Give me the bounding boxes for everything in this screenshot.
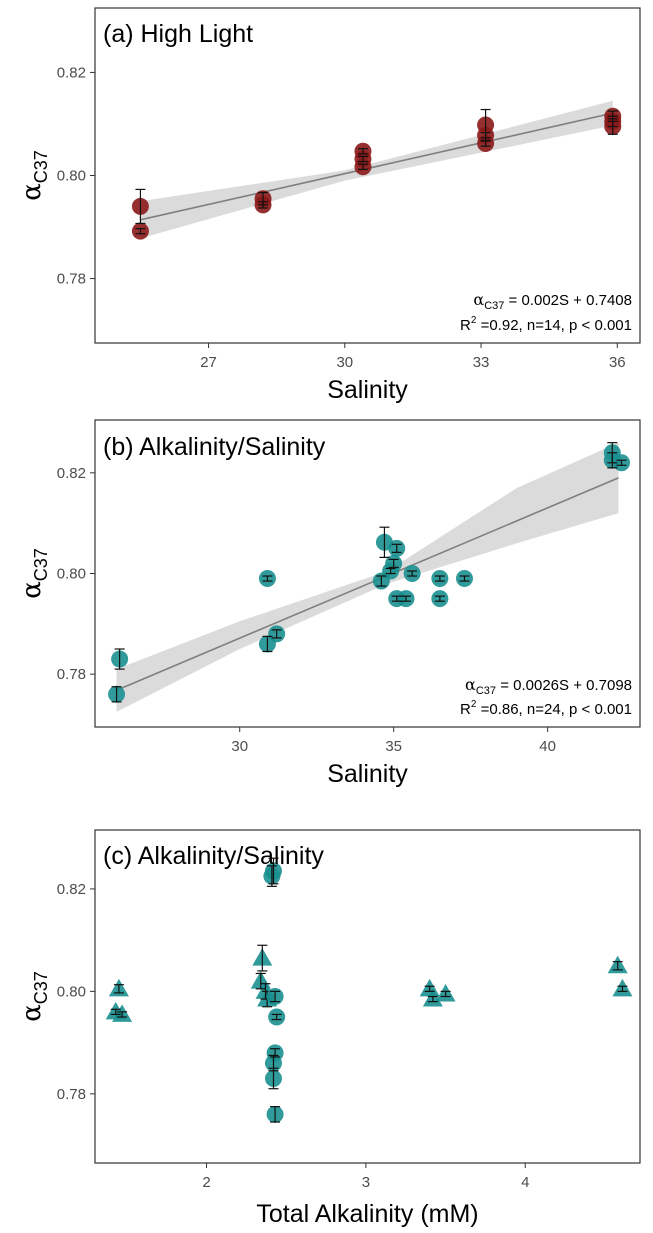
y-tick-label: 0.82 xyxy=(57,465,86,482)
regression-stats: R2 =0.92, n=14, p < 0.001 xyxy=(460,315,632,334)
y-axis-title: αC37 xyxy=(17,548,51,599)
stats-superscript: 2 xyxy=(471,699,477,710)
panel-border xyxy=(94,829,641,1164)
stats-r: R xyxy=(460,701,471,718)
y-axis-symbol: α xyxy=(17,581,47,599)
y-axis-subscript: C37 xyxy=(31,548,51,581)
y-tick-label: 0.78 xyxy=(57,271,86,288)
y-axis-symbol: α xyxy=(17,1004,47,1022)
x-axis-title: Total Alkalinity (mM) xyxy=(256,1200,478,1228)
x-tick-label: 33 xyxy=(473,354,490,371)
regression-line xyxy=(116,477,619,691)
y-axis-title: αC37 xyxy=(17,150,51,201)
regression-stats: R2 =0.86, n=24, p < 0.001 xyxy=(460,699,632,718)
y-tick-label: 0.82 xyxy=(57,64,86,81)
stats-r: R xyxy=(460,317,471,334)
y-tick-label: 0.80 xyxy=(57,566,86,583)
equation-symbol: α xyxy=(473,290,484,309)
equation-body: = 0.0026S + 0.7098 xyxy=(496,677,632,694)
regression-equation: αC37 = 0.002S + 0.7408 xyxy=(473,290,632,312)
x-tick-label: 3 xyxy=(362,1174,370,1191)
regression-line xyxy=(140,112,613,221)
confidence-band xyxy=(140,100,613,239)
y-tick-label: 0.82 xyxy=(57,881,86,898)
y-tick-label: 0.80 xyxy=(57,983,86,1000)
panel-3: 0.78 0.80 0.82 2 3 4 Total Alkalinity (mM) αC37… xyxy=(17,829,641,1228)
x-tick-label: 2 xyxy=(202,1174,210,1191)
x-axis-title: Salinity xyxy=(327,376,408,404)
equation-symbol: α xyxy=(465,675,476,694)
y-tick-label: 0.78 xyxy=(57,1086,86,1103)
equation-subscript: C37 xyxy=(476,685,496,697)
panel-title: (a) High Light xyxy=(103,20,253,48)
x-tick-label: 35 xyxy=(385,738,402,755)
equation-subscript: C37 xyxy=(484,300,504,312)
y-axis-subscript: C37 xyxy=(31,971,51,1004)
x-tick-label: 40 xyxy=(539,738,556,755)
stats-superscript: 2 xyxy=(471,315,477,326)
regression-equation: αC37 = 0.0026S + 0.7098 xyxy=(465,675,632,697)
panel-title: (b) Alkalinity/Salinity xyxy=(103,433,326,461)
x-axis-title: Salinity xyxy=(327,760,408,788)
panel-title: (c) Alkalinity/Salinity xyxy=(103,842,324,870)
equation-body: = 0.002S + 0.7408 xyxy=(504,292,632,309)
y-axis-symbol: α xyxy=(17,183,47,201)
stats-body: =0.92, n=14, p < 0.001 xyxy=(476,317,632,334)
y-tick-label: 0.78 xyxy=(57,666,86,683)
x-tick-label: 27 xyxy=(200,354,217,371)
x-tick-label: 30 xyxy=(231,738,248,755)
y-tick-label: 0.80 xyxy=(57,168,86,185)
confidence-band xyxy=(116,442,619,712)
stats-body: =0.86, n=24, p < 0.001 xyxy=(476,701,632,718)
x-tick-label: 4 xyxy=(521,1174,529,1191)
y-axis-subscript: C37 xyxy=(31,150,51,183)
x-tick-label: 36 xyxy=(609,354,626,371)
y-axis-title: αC37 xyxy=(17,971,51,1022)
x-tick-label: 30 xyxy=(336,354,353,371)
